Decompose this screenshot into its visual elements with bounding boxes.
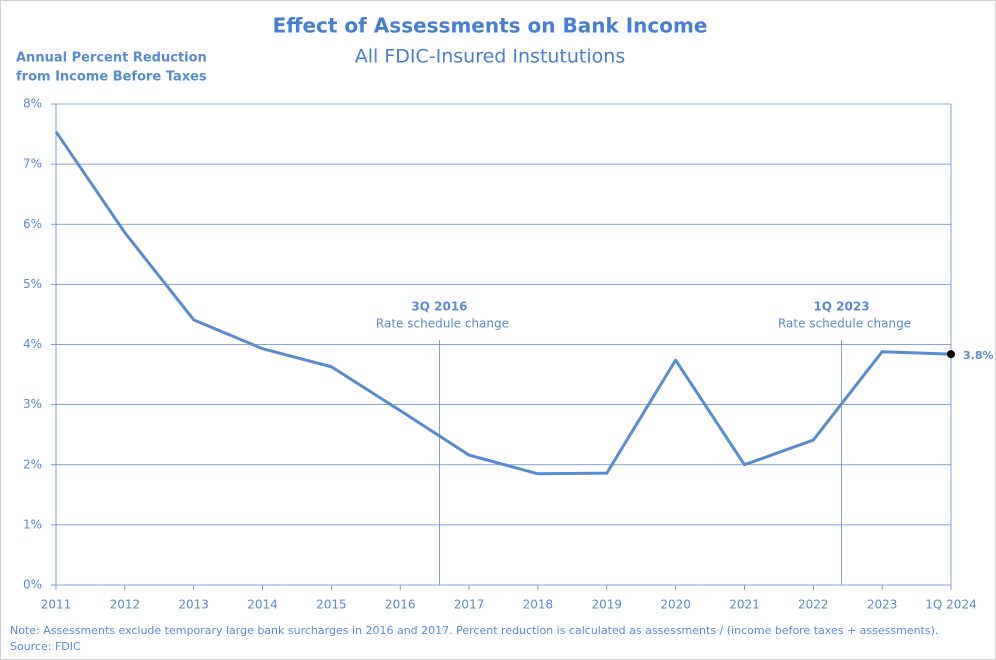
x-tick-label: 2019 — [591, 598, 622, 612]
x-tick-label: 2018 — [523, 598, 554, 612]
y-tick-label: 5% — [23, 277, 42, 291]
y-tick-label: 3% — [23, 397, 42, 411]
y-tick-label: 8% — [23, 97, 42, 111]
y-axis-label: from Income Before Taxes — [16, 70, 207, 85]
y-tick-label: 1% — [23, 517, 42, 531]
x-tick-label: 2021 — [729, 598, 760, 612]
annotation-text: Rate schedule change — [778, 317, 911, 331]
y-tick-label: 7% — [23, 157, 42, 171]
x-tick-label: 2015 — [316, 598, 347, 612]
x-tick-label: 2020 — [660, 598, 691, 612]
chart-subtitle: All FDIC-Insured Instututions — [355, 46, 625, 68]
x-tick-label: 2022 — [798, 598, 829, 612]
x-tick-label: 2012 — [110, 598, 141, 612]
x-tick-label: 2016 — [385, 598, 416, 612]
end-point — [947, 350, 955, 359]
data-line — [54, 130, 952, 476]
y-tick-label: 4% — [23, 337, 42, 351]
y-tick-label: 0% — [23, 578, 42, 592]
y-tick-label: 2% — [23, 457, 42, 471]
x-tick-label: 2011 — [41, 598, 72, 612]
note: Note: Assessments exclude temporary larg… — [10, 624, 938, 637]
annotation-text: Rate schedule change — [376, 317, 509, 331]
chart-title: Effect of Assessments on Bank Income — [273, 14, 708, 38]
note: Source: FDIC — [10, 640, 81, 653]
annotation-title: 1Q 2023 — [813, 300, 869, 314]
x-tick-label: 2023 — [867, 598, 898, 612]
y-tick-label: 6% — [23, 217, 42, 231]
y-axis-label: Annual Percent Reduction — [16, 51, 207, 66]
data-label: 3.8% — [963, 349, 994, 362]
annotation-title: 3Q 2016 — [411, 300, 467, 314]
x-tick-label: 2017 — [454, 598, 485, 612]
x-tick-label: 2014 — [247, 598, 278, 612]
x-tick-label: 2013 — [178, 598, 209, 612]
x-tick-label: 1Q 2024 — [925, 598, 976, 612]
